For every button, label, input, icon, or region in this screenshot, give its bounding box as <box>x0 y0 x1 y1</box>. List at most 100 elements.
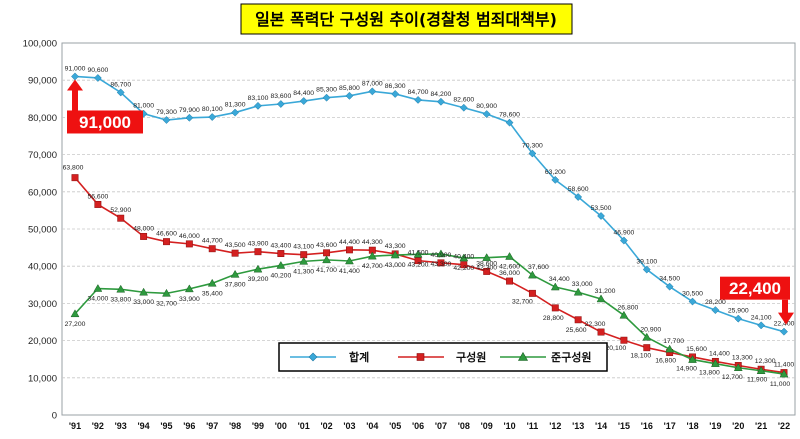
chart-title: 일본 폭력단 구성원 추이(경찰청 범죄대책부) <box>255 10 557 29</box>
data-label: 33,800 <box>110 296 131 303</box>
legend-label-members: 구성원 <box>456 350 486 364</box>
point-members <box>94 200 102 208</box>
point-associates <box>299 256 309 265</box>
x-tick-label: '94 <box>138 421 150 431</box>
point-members <box>574 316 582 324</box>
data-label: 34,000 <box>87 296 108 303</box>
point-total <box>528 149 537 158</box>
point-members <box>71 174 79 182</box>
data-label: 43,300 <box>431 261 452 268</box>
data-label: 25,900 <box>728 308 749 315</box>
y-tick-label: 30,000 <box>28 299 57 310</box>
point-total <box>391 90 400 98</box>
point-associates <box>367 251 377 260</box>
data-label: 31,200 <box>595 288 616 295</box>
point-total <box>436 97 445 106</box>
point-total <box>459 103 468 112</box>
data-label: 43,900 <box>248 241 269 248</box>
point-associates <box>505 252 514 260</box>
data-label: 41,700 <box>316 267 337 274</box>
point-members <box>528 289 536 297</box>
x-tick-label: '91 <box>69 421 81 431</box>
data-label: 24,100 <box>751 314 772 321</box>
y-tick-label: 20,000 <box>28 336 57 347</box>
point-total <box>322 93 331 102</box>
point-associates <box>527 270 537 279</box>
y-tick-label: 100,000 <box>23 39 57 50</box>
data-label: 34,500 <box>659 276 680 283</box>
data-label: 83,600 <box>270 93 291 100</box>
data-label: 58,600 <box>568 186 589 193</box>
data-label: 43,200 <box>408 261 429 268</box>
data-label: 43,600 <box>316 242 337 249</box>
point-total <box>734 314 743 323</box>
data-label: 28,200 <box>705 299 726 306</box>
point-total <box>254 101 262 110</box>
point-associates <box>642 332 652 341</box>
x-tick-label: '07 <box>435 421 447 431</box>
y-tick-label: 40,000 <box>28 262 57 273</box>
data-label: 43,000 <box>385 262 406 269</box>
x-tick-label: '05 <box>389 421 401 431</box>
data-label: 32,700 <box>156 300 177 307</box>
point-associates <box>688 355 697 363</box>
x-tick-label: '03 <box>343 421 355 431</box>
series-line-2 <box>74 253 785 375</box>
callout-arrow-shaft <box>782 299 788 314</box>
point-total <box>780 327 788 336</box>
data-label: 43,100 <box>293 244 314 251</box>
legend-marker-total <box>308 352 318 362</box>
data-label: 41,400 <box>339 268 360 275</box>
data-label: 63,200 <box>545 169 566 176</box>
data-label: 43,500 <box>225 242 246 249</box>
legend-item-total: 합계 <box>290 350 369 364</box>
x-tick-label: '93 <box>115 421 127 431</box>
point-total <box>688 297 697 306</box>
data-label: 34,400 <box>549 276 570 283</box>
point-total <box>208 113 217 121</box>
point-total <box>93 74 102 82</box>
point-associates <box>390 250 400 259</box>
point-associates <box>550 282 560 291</box>
point-members <box>117 214 125 222</box>
x-tick-label: '04 <box>366 421 378 431</box>
callout-box <box>67 110 143 134</box>
point-total <box>574 193 583 201</box>
data-label: 81,300 <box>225 102 246 109</box>
point-associates <box>207 278 217 287</box>
point-total <box>345 91 354 100</box>
legend-marker-members <box>416 353 425 361</box>
point-associates <box>184 284 194 293</box>
y-tick-label: 50,000 <box>28 225 57 236</box>
data-label: 63,800 <box>63 165 84 172</box>
data-label: 80,900 <box>476 103 497 110</box>
data-label: 38,600 <box>476 260 497 267</box>
point-total <box>505 118 514 127</box>
point-total <box>162 116 171 124</box>
data-label: 70,300 <box>522 142 543 149</box>
point-total <box>116 88 125 97</box>
point-associates <box>70 309 80 318</box>
x-tick-label: '10 <box>503 421 515 431</box>
y-tick-label: 70,000 <box>28 150 57 161</box>
data-label: 86,300 <box>385 83 406 90</box>
data-label: 90,600 <box>87 67 108 74</box>
point-members <box>254 248 262 256</box>
data-label: 11,000 <box>770 381 791 388</box>
data-label: 39,200 <box>248 276 269 283</box>
data-label: 78,600 <box>499 112 520 119</box>
point-members <box>483 267 491 275</box>
data-label: 91,000 <box>65 65 86 72</box>
data-label: 35,400 <box>202 290 223 297</box>
point-associates <box>162 288 171 297</box>
legend-item-members: 구성원 <box>398 350 486 364</box>
point-members <box>620 336 628 344</box>
x-axis: '91 '92 '93 '94 '95 '96 '97 '98 '99 '00 '01 '02 '03 '… <box>69 421 790 431</box>
data-label: 11,400 <box>774 362 795 369</box>
data-label: 28,800 <box>543 315 564 322</box>
data-label: 81,000 <box>133 103 154 110</box>
point-associates <box>710 359 720 367</box>
point-associates <box>413 249 423 258</box>
data-label: 46,000 <box>179 233 200 240</box>
data-label: 42,600 <box>499 264 520 271</box>
